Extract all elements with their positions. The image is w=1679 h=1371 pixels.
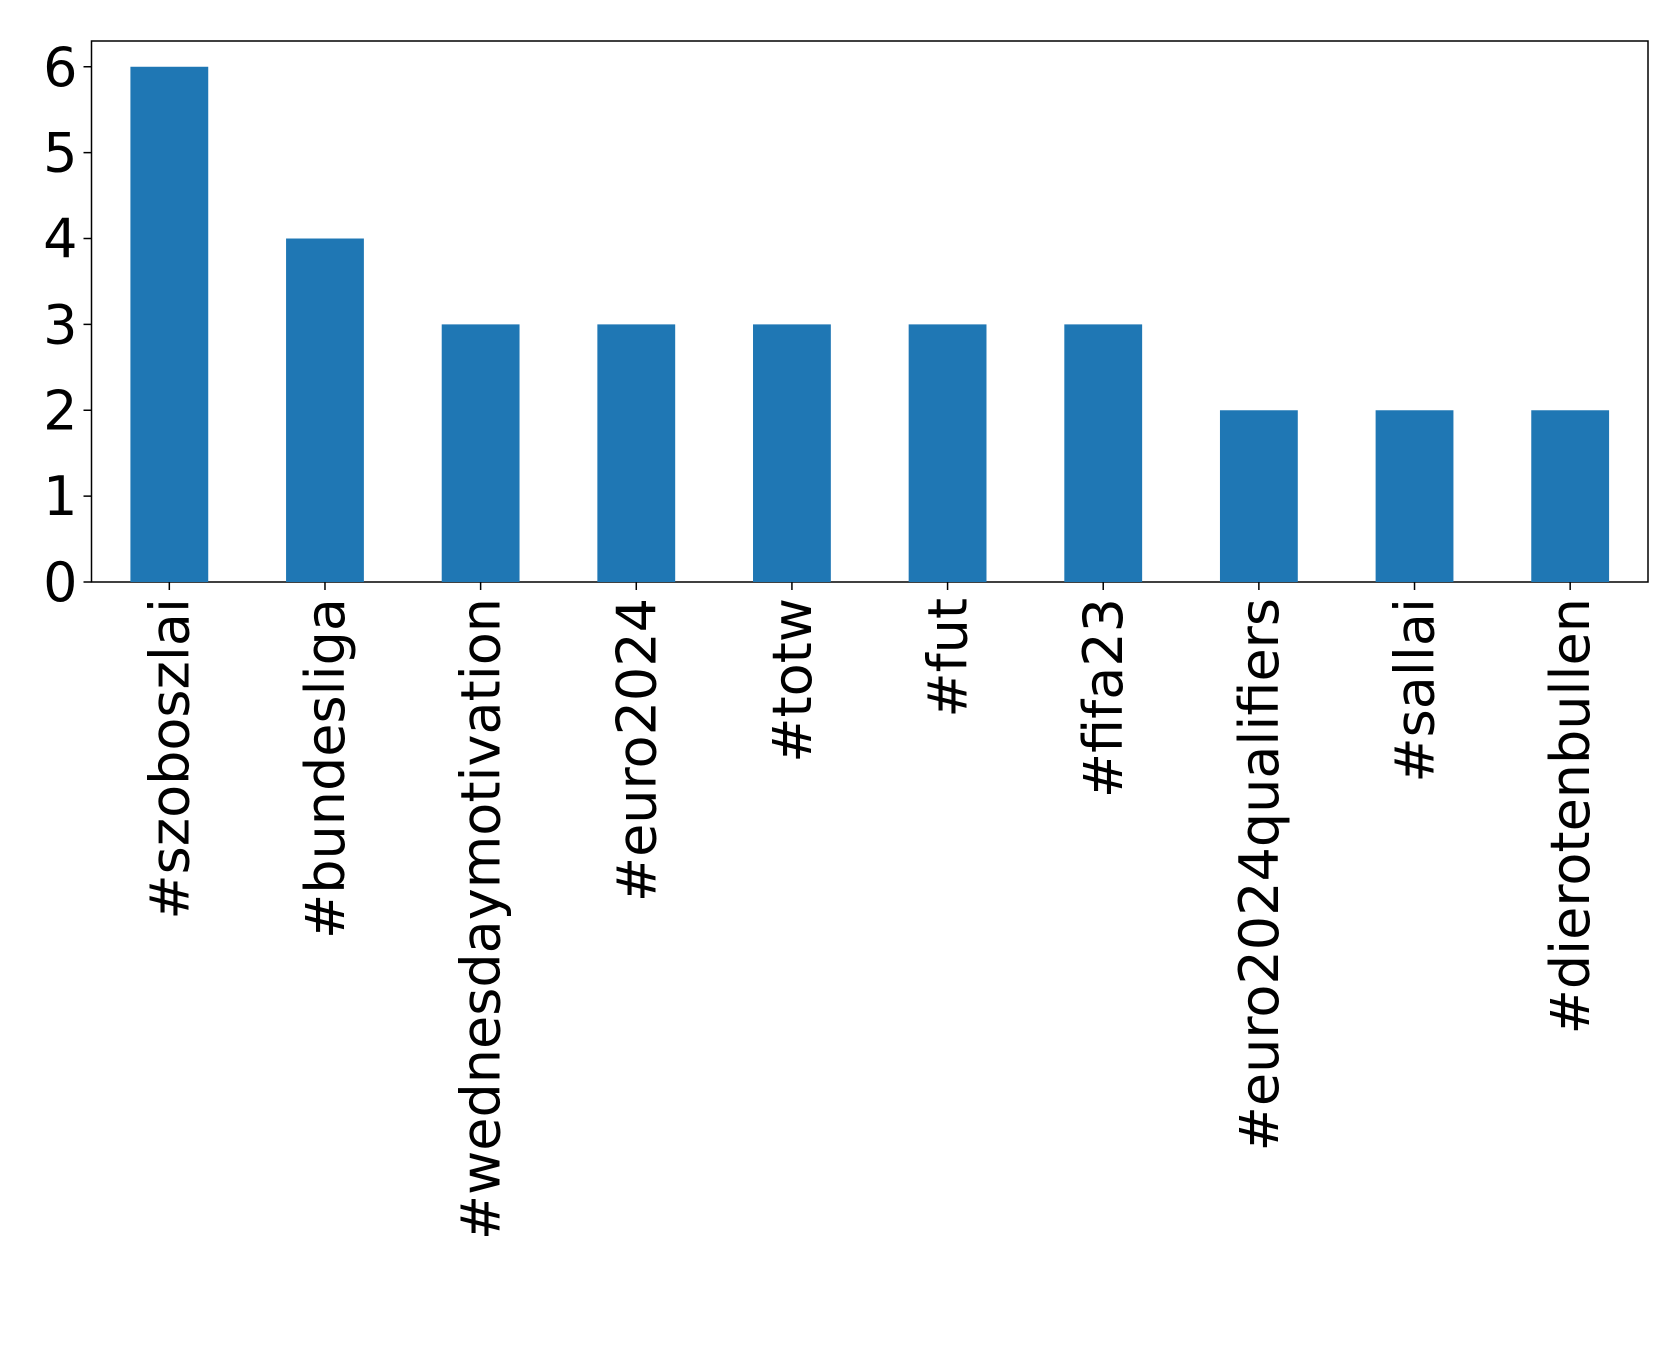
x-tick-label: #fifa23 xyxy=(1072,598,1135,798)
x-tick-label: #euro2024 xyxy=(605,598,668,902)
x-tick-label: #wednesdaymotivation xyxy=(450,598,513,1240)
bar xyxy=(1219,410,1298,582)
x-tick-label: #fut xyxy=(917,598,980,718)
bar xyxy=(1375,410,1454,582)
y-tick-label: 6 xyxy=(43,36,77,99)
bar xyxy=(130,66,209,582)
bar xyxy=(597,324,676,582)
bar xyxy=(1531,410,1610,582)
bar xyxy=(441,324,520,582)
y-tick-label: 0 xyxy=(43,551,77,614)
x-tick-label: #dierotenbullen xyxy=(1539,598,1602,1034)
y-tick-label: 2 xyxy=(43,379,77,442)
x-tick-label: #bundesliga xyxy=(294,598,357,939)
x-tick-label: #euro2024qualifiers xyxy=(1228,598,1291,1151)
y-tick-label: 5 xyxy=(43,122,77,185)
x-tick-label: #szoboszlai xyxy=(138,598,201,920)
x-tick-label: #sallai xyxy=(1384,598,1447,783)
bar xyxy=(908,324,987,582)
y-tick-label: 1 xyxy=(43,465,77,528)
x-tick-label: #totw xyxy=(761,598,824,763)
bar xyxy=(753,324,831,582)
bar xyxy=(286,238,364,582)
plot-frame xyxy=(90,40,1649,583)
y-tick-label: 4 xyxy=(43,208,77,271)
bar xyxy=(1064,324,1143,582)
y-tick-label: 3 xyxy=(43,293,77,356)
